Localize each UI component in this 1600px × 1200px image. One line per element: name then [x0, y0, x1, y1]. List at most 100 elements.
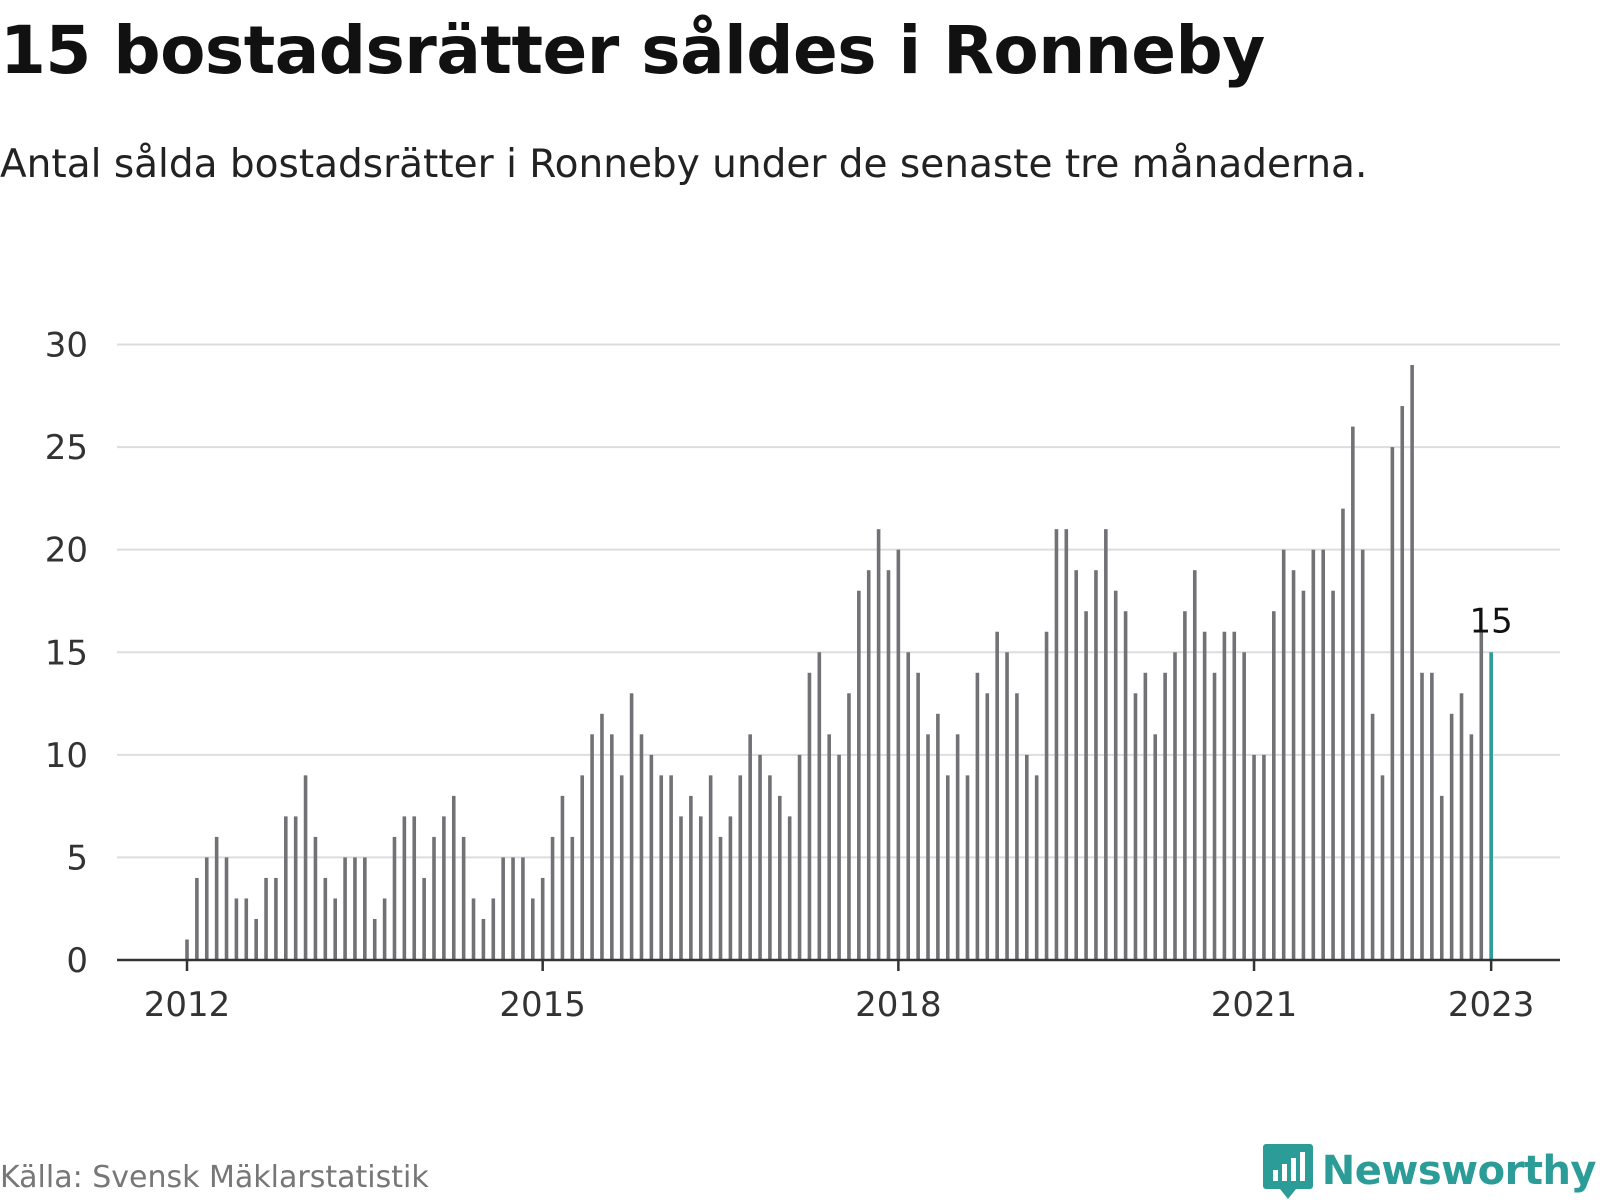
- bar: [827, 734, 831, 960]
- bar: [1143, 672, 1148, 960]
- bar: [1331, 590, 1335, 960]
- bar: [234, 898, 239, 960]
- bar: [1192, 570, 1197, 960]
- brand-logo: Newsworthy: [1262, 1142, 1597, 1200]
- bar: [540, 877, 545, 960]
- bar: [1272, 611, 1276, 960]
- bar-value-label: 15: [1470, 601, 1513, 641]
- bar: [580, 775, 584, 960]
- bar: [1360, 549, 1365, 960]
- bar: [965, 775, 970, 960]
- bar: [1202, 631, 1207, 960]
- bar: [1449, 713, 1454, 960]
- bar: [738, 775, 743, 960]
- bar: [1064, 529, 1069, 960]
- bar: [1479, 631, 1484, 960]
- bar: [254, 918, 258, 960]
- bar: [1054, 529, 1059, 960]
- bar: [461, 836, 466, 960]
- bar: [313, 836, 318, 960]
- bar: [1341, 508, 1345, 960]
- bar: [451, 795, 456, 960]
- newsworthy-logo-icon: [1262, 1144, 1313, 1199]
- bar: [442, 816, 446, 960]
- bar: [649, 754, 654, 960]
- bar: [333, 898, 337, 960]
- bar: [1351, 426, 1355, 960]
- bar: [1005, 652, 1009, 960]
- bar: [432, 836, 436, 960]
- bar: [1291, 570, 1296, 960]
- x-tick-label: 2023: [1448, 985, 1535, 1025]
- y-tick-label: 15: [45, 633, 88, 673]
- bar: [1015, 693, 1019, 960]
- bar: [1084, 611, 1088, 960]
- bar: [758, 754, 762, 960]
- bar: [698, 816, 703, 960]
- bar: [797, 754, 802, 960]
- brand-name: Newsworthy: [1321, 1148, 1597, 1194]
- bar: [778, 795, 782, 960]
- bar: [886, 570, 891, 960]
- bar: [471, 898, 476, 960]
- y-tick-label: 20: [45, 531, 88, 571]
- bars: [185, 365, 1493, 961]
- y-tick-label: 25: [45, 428, 88, 468]
- bar: [787, 816, 792, 960]
- bar: [748, 734, 752, 960]
- bar: [264, 877, 268, 960]
- bar: [629, 693, 634, 960]
- bar: [1153, 734, 1158, 960]
- bar: [244, 898, 249, 960]
- bar: [975, 672, 980, 960]
- x-tick-label: 2018: [855, 985, 942, 1025]
- chart-subtitle: Antal sålda bostadsrätter i Ronneby unde…: [0, 142, 1368, 187]
- bar: [1034, 775, 1039, 960]
- bar: [382, 898, 387, 960]
- bar: [619, 775, 624, 960]
- bar: [1173, 652, 1177, 960]
- bar: [1232, 631, 1237, 960]
- bar: [1380, 775, 1385, 960]
- bar: [372, 918, 377, 960]
- bar: [689, 795, 693, 960]
- x-tick-label: 2021: [1211, 985, 1298, 1025]
- bar: [945, 775, 950, 960]
- bar: [718, 836, 723, 960]
- bar: [639, 734, 644, 960]
- bar: [916, 672, 920, 960]
- bar: [353, 857, 357, 960]
- bar: [491, 898, 496, 960]
- bar: [1262, 754, 1266, 960]
- y-tick-label: 5: [66, 838, 88, 878]
- bar: [1311, 549, 1316, 960]
- bar: [728, 816, 733, 960]
- bar: [985, 693, 990, 960]
- bar: [876, 529, 881, 960]
- bar: [1420, 672, 1424, 960]
- bar: [1123, 611, 1128, 960]
- bar: [195, 877, 199, 960]
- source-note: Källa: Svensk Mäklarstatistik: [0, 1160, 429, 1195]
- bar: [531, 898, 535, 960]
- y-tick-label: 0: [66, 941, 88, 981]
- bar: [481, 918, 486, 960]
- bar: [550, 836, 555, 960]
- bar: [1252, 754, 1256, 960]
- bar: [1301, 590, 1306, 960]
- bar-highlight: [1489, 652, 1493, 960]
- bar: [293, 816, 298, 960]
- bar: [768, 775, 772, 960]
- bar: [896, 549, 901, 960]
- gridlines: [117, 343, 1560, 859]
- bar: [511, 857, 515, 960]
- axes: 0 5 10 15 20 25 30 15 2012 2015 2018 2021 2023: [45, 326, 1560, 1025]
- bar: [995, 631, 999, 960]
- bar: [204, 857, 209, 960]
- bar: [659, 775, 664, 960]
- bar: [1163, 672, 1167, 960]
- bar: [214, 836, 219, 960]
- bar: [412, 816, 417, 960]
- bar: [521, 857, 525, 960]
- x-tick-label: 2012: [144, 985, 231, 1025]
